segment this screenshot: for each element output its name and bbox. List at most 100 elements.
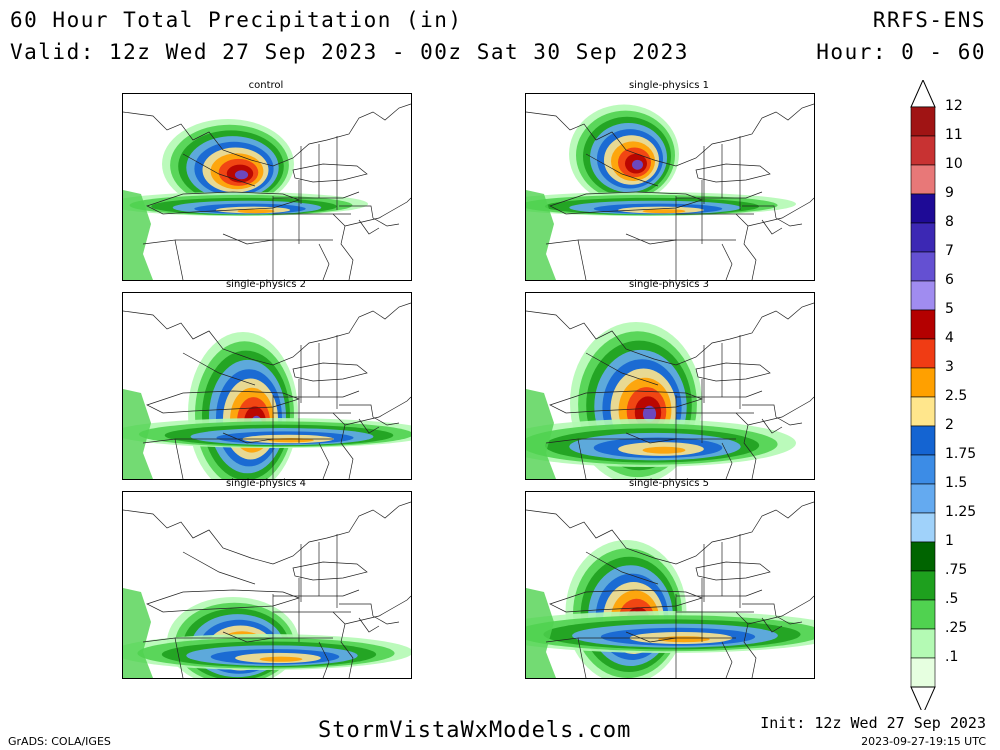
legend-label: .75 <box>945 562 968 578</box>
precip-contour <box>632 159 643 170</box>
boundary-line <box>142 239 184 280</box>
boundary-line <box>545 637 587 678</box>
map-panel-1 <box>122 93 412 281</box>
precip-contour <box>259 656 303 662</box>
boundary-line <box>742 205 777 219</box>
model-name: RRFS-ENS <box>872 8 986 32</box>
boundary-line <box>742 404 777 418</box>
boundary-line <box>292 561 368 581</box>
boundary-line <box>123 302 411 366</box>
boundary-line <box>585 352 659 386</box>
legend-swatch <box>910 367 936 398</box>
boundary-line <box>222 432 274 444</box>
boundary-line <box>358 219 380 235</box>
precip-contour <box>642 405 657 422</box>
precip-contour <box>123 389 153 479</box>
boundary-line <box>182 551 256 585</box>
legend-swatch <box>910 135 936 166</box>
legend-label: 11 <box>945 127 963 143</box>
boundary-line <box>318 243 330 280</box>
legend-label: 4 <box>945 330 954 346</box>
boundary-line <box>735 595 814 678</box>
boundary-line <box>721 641 733 678</box>
precip-map <box>123 103 411 280</box>
legend-swatch <box>910 657 936 688</box>
legend-label: 10 <box>945 156 963 172</box>
boundary-line <box>123 501 411 565</box>
legend-swatch <box>910 396 936 427</box>
precip-contour <box>123 190 153 280</box>
chart-title: 60 Hour Total Precipitation (in) <box>10 8 463 32</box>
boundary-line <box>123 103 411 167</box>
boundary-line <box>273 589 360 597</box>
boundary-line <box>273 191 360 199</box>
boundary-line <box>182 352 256 386</box>
legend-label: 3 <box>945 359 954 375</box>
legend-label: .1 <box>945 649 959 665</box>
map-panel-6 <box>525 491 815 679</box>
precip-contour <box>526 588 556 678</box>
boundary-line <box>625 233 677 245</box>
boundary-line <box>735 197 814 280</box>
grads-credit: GrADS: COLA/IGES <box>8 735 111 748</box>
legend-swatch <box>910 106 936 137</box>
boundary-line <box>735 396 814 479</box>
boundary-line <box>545 239 587 280</box>
boundary-line <box>146 191 301 215</box>
panel-title-3: single-physics 2 <box>225 279 307 290</box>
map-panel-5 <box>122 491 412 679</box>
legend-label: 7 <box>945 243 954 259</box>
boundary-line <box>332 396 411 479</box>
legend-label: .5 <box>945 591 959 607</box>
boundary-line <box>545 438 587 479</box>
boundary-line <box>332 595 411 678</box>
panel-title-1: control <box>248 80 284 91</box>
precip-contour <box>237 209 275 214</box>
legend-swatch <box>910 628 936 659</box>
panel-title-5: single-physics 4 <box>225 478 307 489</box>
panel-title-2: single-physics 1 <box>628 80 710 91</box>
map-panel-2 <box>525 93 815 281</box>
legend-swatch <box>910 483 936 514</box>
precip-contour <box>526 190 556 280</box>
panel-title-6: single-physics 5 <box>628 478 710 489</box>
boundary-line <box>695 362 771 382</box>
boundary-line <box>585 551 659 585</box>
precip-contour <box>642 446 686 454</box>
boundary-line <box>526 302 814 366</box>
precip-contour <box>234 170 249 180</box>
boundary-line <box>146 589 301 613</box>
boundary-line <box>318 442 330 479</box>
legend-arrow-top <box>910 80 936 108</box>
legend-label: 8 <box>945 214 954 230</box>
legend-swatch <box>910 541 936 572</box>
boundary-line <box>222 631 274 643</box>
boundary-line <box>292 163 368 183</box>
legend-swatch <box>910 425 936 456</box>
boundary-line <box>676 390 763 398</box>
boundary-line <box>318 641 330 678</box>
boundary-line <box>273 390 360 398</box>
legend-label: 6 <box>945 272 954 288</box>
legend-swatch <box>910 570 936 601</box>
boundary-line <box>549 191 704 215</box>
legend-swatch <box>910 222 936 253</box>
precip-contour <box>123 588 153 678</box>
legend-label: 1.25 <box>945 504 977 520</box>
legend-swatch <box>910 164 936 195</box>
legend-swatch <box>910 599 936 630</box>
boundary-line <box>549 589 704 613</box>
boundary-line <box>676 191 763 199</box>
boundary-line <box>358 617 380 633</box>
valid-time: Valid: 12z Wed 27 Sep 2023 - 00z Sat 30 … <box>10 40 689 64</box>
precip-map <box>123 501 411 678</box>
boundary-line <box>222 233 274 245</box>
legend-label: 12 <box>945 98 963 114</box>
boundary-line <box>695 163 771 183</box>
generated-timestamp: 2023-09-27-19:15 UTC <box>861 735 986 748</box>
boundary-line <box>526 103 814 167</box>
boundary-line <box>695 561 771 581</box>
boundary-line <box>676 589 763 597</box>
boundary-line <box>339 205 374 219</box>
precip-map <box>526 302 814 479</box>
